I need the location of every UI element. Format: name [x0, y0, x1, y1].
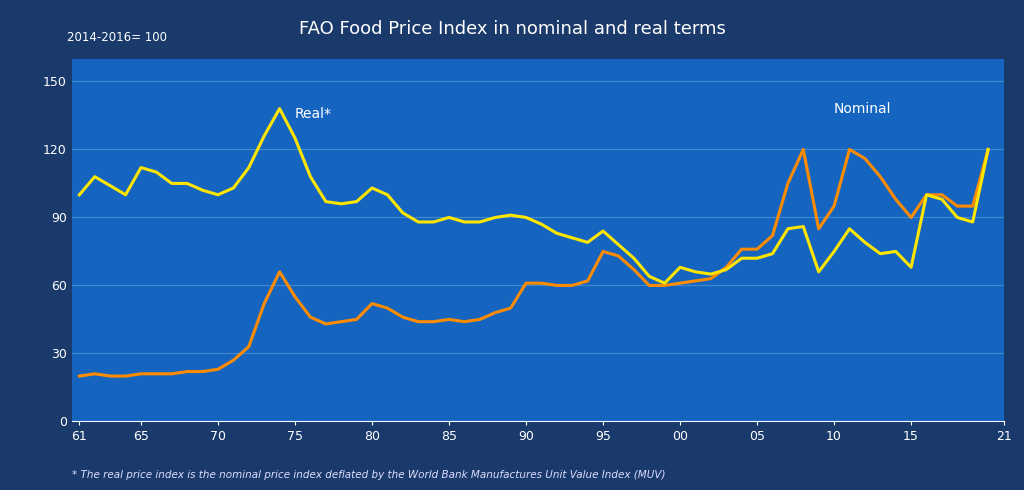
Text: 2014-2016= 100: 2014-2016= 100	[67, 31, 167, 44]
Text: Real*: Real*	[295, 107, 332, 121]
Text: FAO Food Price Index in nominal and real terms: FAO Food Price Index in nominal and real…	[299, 21, 725, 38]
Text: * The real price index is the nominal price index deflated by the World Bank Man: * The real price index is the nominal pr…	[72, 470, 666, 480]
Text: Nominal: Nominal	[835, 102, 892, 116]
